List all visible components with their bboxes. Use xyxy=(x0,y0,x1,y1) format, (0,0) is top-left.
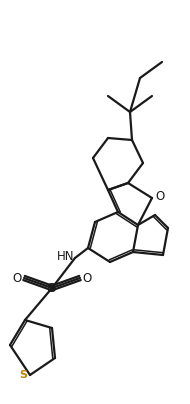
Text: O: O xyxy=(82,271,92,284)
Text: S: S xyxy=(47,282,57,295)
Text: O: O xyxy=(12,271,22,284)
Text: O: O xyxy=(155,191,165,204)
Text: HN: HN xyxy=(57,250,75,263)
Text: S: S xyxy=(19,370,27,380)
